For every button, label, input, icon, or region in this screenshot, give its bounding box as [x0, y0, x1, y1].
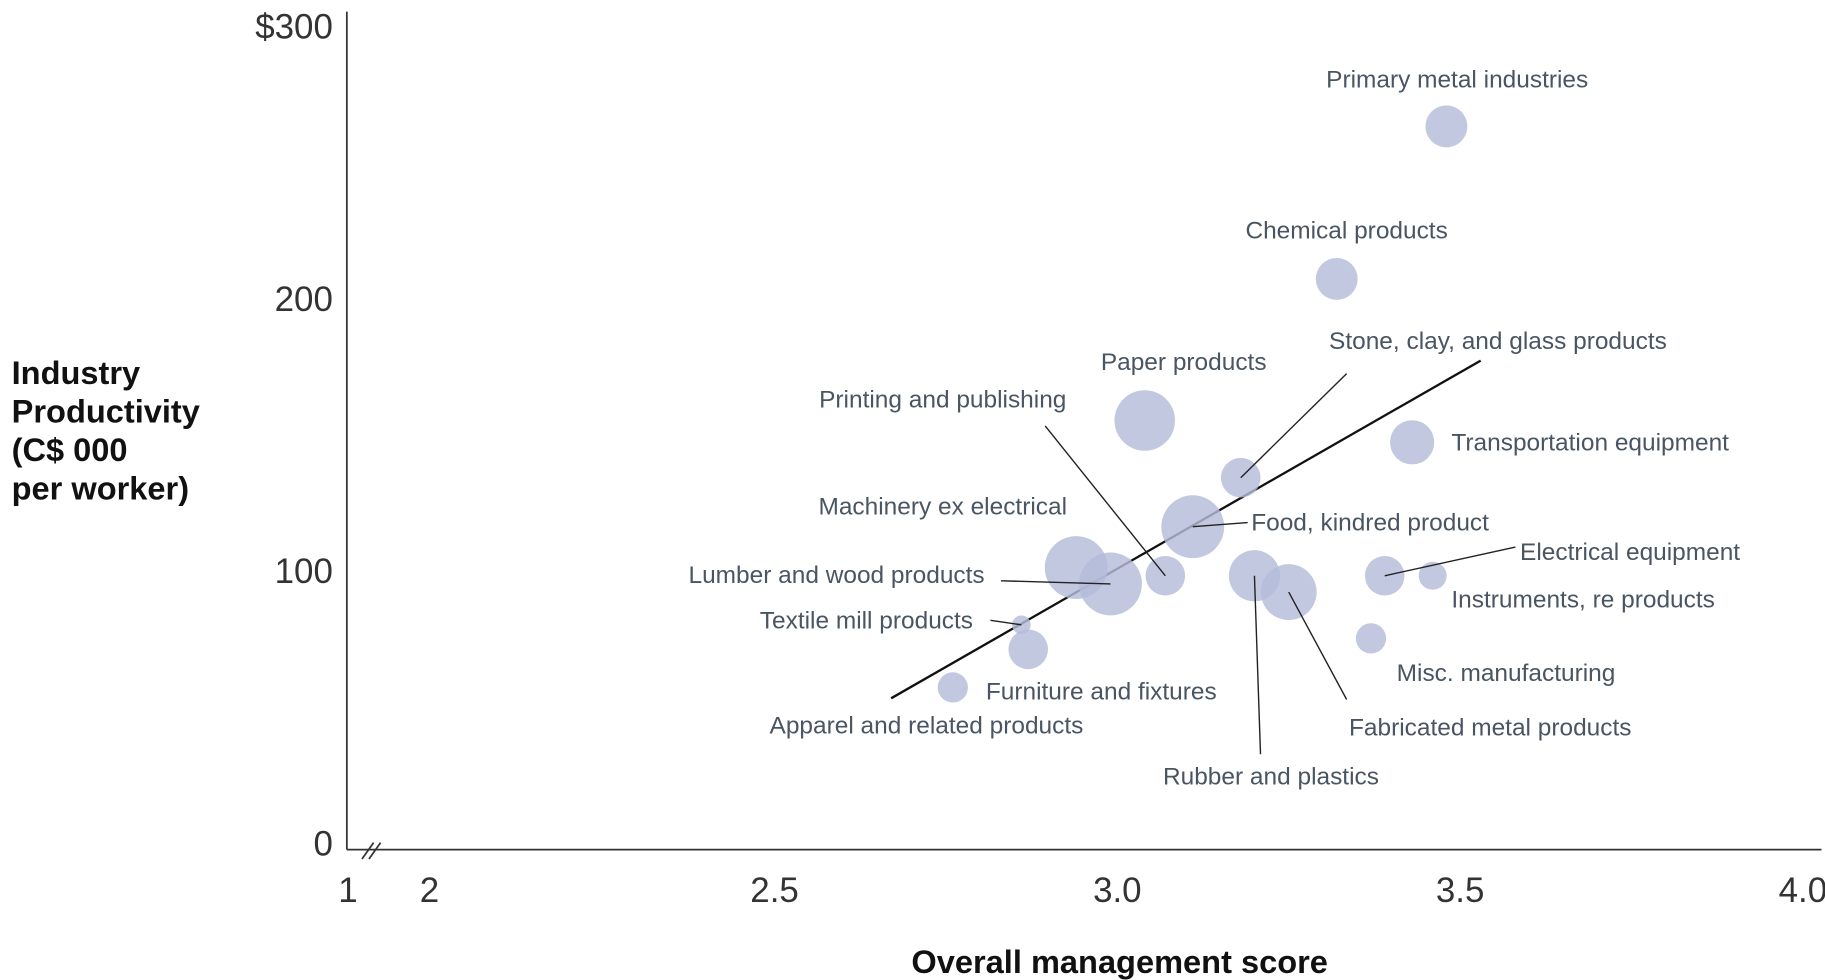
- y-tick-label: 0: [313, 824, 332, 863]
- y-tick-label: 200: [275, 280, 333, 319]
- data-label: Rubber and plastics: [1163, 763, 1379, 790]
- data-label: Textile mill products: [760, 608, 973, 635]
- leader-line: [1000, 580, 1111, 585]
- data-label: Transportation equipment: [1451, 429, 1729, 456]
- data-label: Instruments, re products: [1451, 587, 1715, 614]
- leader-line: [1288, 591, 1348, 700]
- y-tick-label: 100: [275, 552, 333, 591]
- leader-line: [1253, 575, 1262, 755]
- data-label: Paper products: [1101, 349, 1267, 376]
- data-label: Misc. manufacturing: [1397, 660, 1616, 687]
- x-tick-label: 2.5: [750, 871, 799, 910]
- leader-line: [1384, 546, 1516, 577]
- bubble: [937, 672, 968, 703]
- leader-line: [990, 619, 1022, 626]
- data-label: Furniture and fixtures: [986, 679, 1217, 706]
- leader-line: [1192, 521, 1248, 528]
- leader-line: [1044, 425, 1166, 577]
- data-label: Printing and publishing: [819, 386, 1066, 413]
- bubble: [1008, 629, 1049, 670]
- bubble: [1145, 555, 1186, 596]
- bubble: [1425, 105, 1468, 148]
- x-tick-label: 2: [420, 871, 439, 910]
- bubble: [1390, 420, 1435, 465]
- y-axis-title: Industry: [12, 355, 141, 391]
- bubble: [1355, 623, 1387, 654]
- data-label: Fabricated metal products: [1349, 715, 1632, 742]
- y-tick-label: $300: [255, 7, 333, 46]
- bubble: [1114, 390, 1176, 451]
- data-label: Machinery ex electrical: [818, 493, 1067, 520]
- axis-break: [361, 842, 375, 860]
- data-label: Electrical equipment: [1520, 539, 1740, 566]
- bubble: [1364, 555, 1405, 596]
- y-axis-title: Productivity: [12, 393, 200, 429]
- x-tick-label: 3.0: [1093, 871, 1142, 910]
- x-axis-title: Overall management score: [911, 944, 1327, 980]
- data-label: Lumber and wood products: [689, 562, 985, 589]
- y-axis-title: (C$ 000: [12, 432, 128, 468]
- data-label: Stone, clay, and glass products: [1329, 328, 1667, 355]
- data-label: Apparel and related products: [770, 712, 1084, 739]
- x-tick-label: 3.5: [1436, 871, 1485, 910]
- data-label: Chemical products: [1245, 218, 1447, 245]
- leader-line: [1240, 373, 1348, 479]
- x-break-tick-label: 1: [338, 871, 357, 910]
- x-tick-label: 4.0: [1779, 871, 1825, 910]
- bubble: [1315, 257, 1358, 300]
- bubble: [1418, 561, 1447, 590]
- data-label: Primary metal industries: [1326, 66, 1588, 93]
- axis-break: [368, 842, 382, 860]
- data-label: Food, kindred product: [1251, 510, 1489, 537]
- y-axis-title: per worker): [12, 470, 189, 506]
